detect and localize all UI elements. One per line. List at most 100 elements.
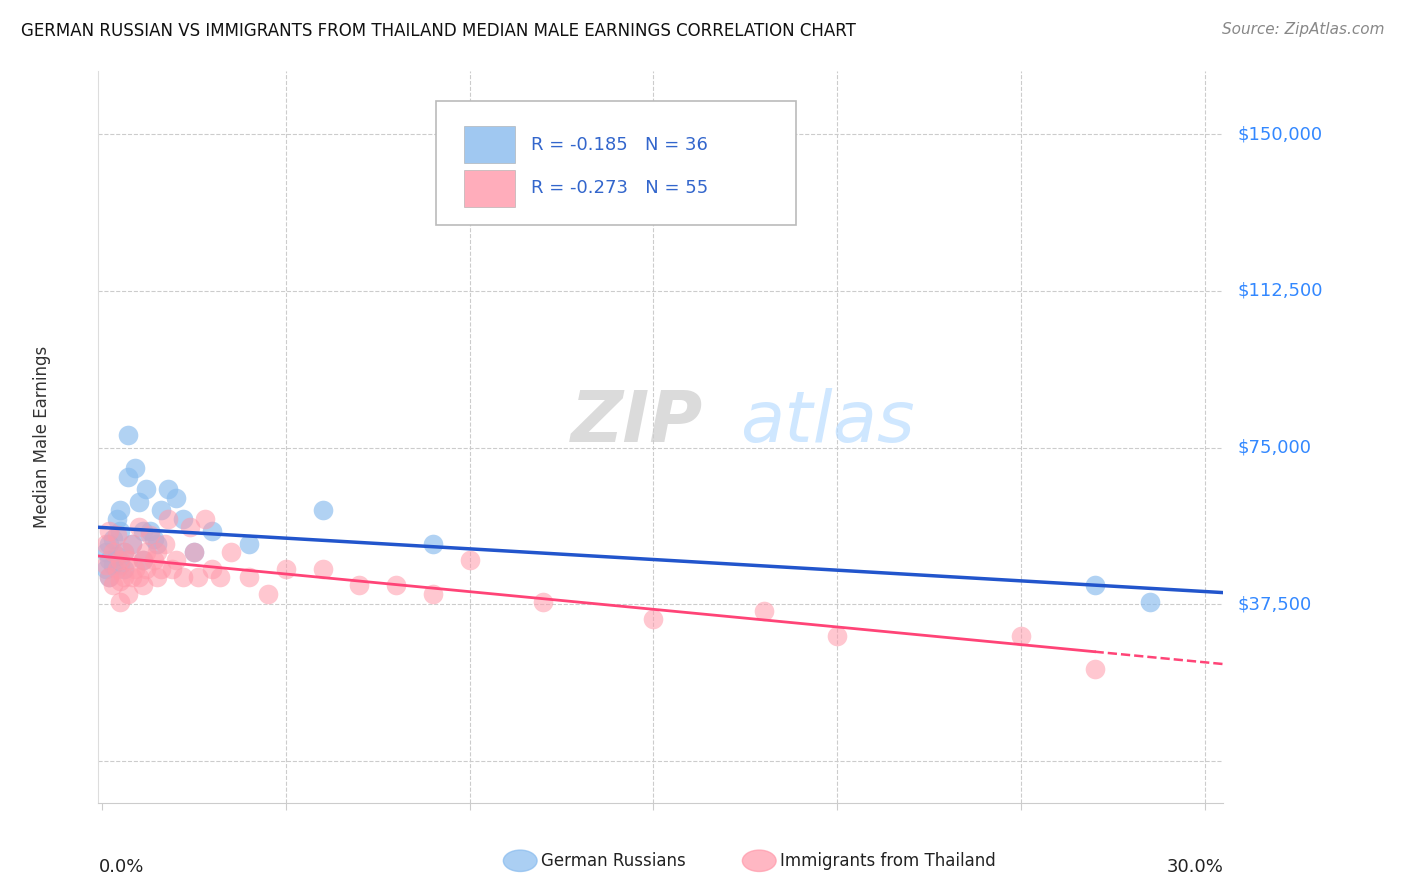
Point: [110, 574, 132, 589]
Point: [157, 483, 180, 497]
Point: [165, 553, 187, 567]
Point: [94, 545, 117, 559]
Point: [311, 503, 333, 517]
Point: [121, 536, 143, 550]
Point: [1139, 595, 1161, 609]
Point: [124, 461, 146, 475]
Point: [135, 562, 157, 576]
Point: [117, 553, 139, 567]
Point: [105, 528, 128, 542]
Point: [146, 570, 169, 584]
Point: [142, 533, 165, 547]
Point: [110, 595, 132, 609]
Point: [110, 503, 132, 517]
Point: [183, 545, 205, 559]
Point: [121, 536, 143, 550]
Point: [128, 570, 150, 584]
Point: [385, 578, 408, 592]
Point: [146, 536, 169, 550]
Text: $112,500: $112,500: [1237, 282, 1323, 300]
Point: [194, 511, 217, 525]
Point: [160, 562, 183, 576]
Point: [112, 545, 135, 559]
Point: [149, 562, 172, 576]
Point: [101, 558, 124, 572]
Text: R = -0.185   N = 36: R = -0.185 N = 36: [531, 136, 709, 153]
Text: $150,000: $150,000: [1237, 125, 1322, 143]
Point: [1083, 578, 1105, 592]
Point: [153, 536, 176, 550]
Point: [825, 629, 848, 643]
Text: ZIP: ZIP: [571, 388, 703, 457]
Text: German Russians: German Russians: [541, 852, 686, 870]
Point: [422, 587, 444, 601]
Point: [139, 524, 162, 538]
Point: [201, 524, 224, 538]
Point: [238, 536, 260, 550]
Point: [531, 595, 554, 609]
Point: [128, 495, 150, 509]
Point: [349, 578, 371, 592]
Point: [422, 536, 444, 550]
FancyBboxPatch shape: [464, 170, 515, 207]
Point: [131, 524, 153, 538]
Point: [110, 524, 132, 538]
Point: [98, 570, 121, 584]
Point: [131, 553, 153, 567]
FancyBboxPatch shape: [464, 126, 515, 163]
Point: [94, 558, 117, 572]
Text: 30.0%: 30.0%: [1167, 858, 1223, 876]
Point: [105, 549, 128, 564]
Point: [201, 562, 224, 576]
Point: [752, 603, 775, 617]
Text: Median Male Earnings: Median Male Earnings: [34, 346, 51, 528]
Point: [142, 553, 165, 567]
Point: [110, 558, 132, 572]
Point: [128, 520, 150, 534]
Point: [98, 570, 121, 584]
Point: [165, 491, 187, 505]
Text: $37,500: $37,500: [1237, 595, 1312, 614]
Point: [98, 553, 121, 567]
Point: [112, 545, 135, 559]
Point: [101, 545, 124, 559]
Point: [117, 470, 139, 484]
Point: [121, 570, 143, 584]
Point: [131, 578, 153, 592]
Point: [124, 562, 146, 576]
Point: [238, 570, 260, 584]
Text: Source: ZipAtlas.com: Source: ZipAtlas.com: [1222, 22, 1385, 37]
Point: [458, 553, 481, 567]
Text: Immigrants from Thailand: Immigrants from Thailand: [780, 852, 995, 870]
Point: [117, 587, 139, 601]
Point: [94, 562, 117, 576]
Text: atlas: atlas: [740, 388, 914, 457]
Point: [112, 562, 135, 576]
Point: [311, 562, 333, 576]
Point: [179, 520, 201, 534]
Point: [172, 511, 194, 525]
Text: GERMAN RUSSIAN VS IMMIGRANTS FROM THAILAND MEDIAN MALE EARNINGS CORRELATION CHAR: GERMAN RUSSIAN VS IMMIGRANTS FROM THAILA…: [21, 22, 856, 40]
Point: [101, 578, 124, 592]
Text: 0.0%: 0.0%: [98, 858, 143, 876]
Point: [117, 428, 139, 442]
Point: [110, 553, 132, 567]
Point: [187, 570, 209, 584]
Point: [157, 511, 180, 525]
Point: [1083, 662, 1105, 676]
Text: $75,000: $75,000: [1237, 439, 1312, 457]
Point: [643, 612, 665, 626]
Point: [105, 511, 128, 525]
Point: [219, 545, 242, 559]
Point: [98, 536, 121, 550]
Point: [208, 570, 231, 584]
Point: [256, 587, 278, 601]
Point: [172, 570, 194, 584]
Point: [135, 483, 157, 497]
Point: [131, 553, 153, 567]
Point: [139, 528, 162, 542]
Text: R = -0.273   N = 55: R = -0.273 N = 55: [531, 179, 709, 197]
Point: [94, 536, 117, 550]
Point: [135, 545, 157, 559]
FancyBboxPatch shape: [436, 101, 796, 225]
